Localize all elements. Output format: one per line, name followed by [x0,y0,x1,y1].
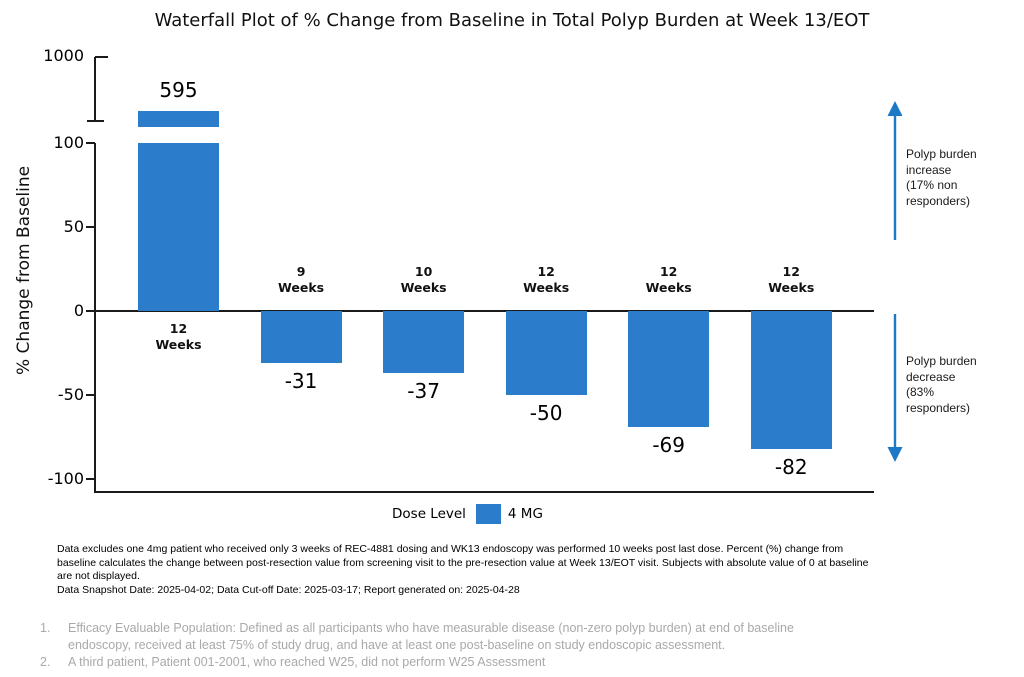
bar-week-label: 12 Weeks [768,264,815,295]
bar-week-label: 9 Weeks [278,264,325,295]
note-number: 1. [40,621,51,635]
chart-title: Waterfall Plot of % Change from Baseline… [154,10,870,31]
increase-annotation: Polyp burden increase (17% non responder… [906,147,977,208]
bar [628,311,710,427]
y-axis-spine [94,143,96,493]
decrease-arrow-icon [887,314,903,462]
note-number: 2. [40,655,51,669]
y-tick-mark [86,142,95,144]
bar [383,311,465,374]
bar-week-label: 12 Weeks [155,321,202,352]
legend-title: Dose Level [392,506,466,522]
y-axis-label: % Change from Baseline [14,165,34,375]
y-tick-label: -50 [57,385,84,404]
footnote-line: Data Snapshot Date: 2025-04-02; Data Cut… [57,583,520,596]
zero-line [94,310,874,312]
legend-item-label: 4 MG [507,506,543,522]
y-tick-label: 0 [73,301,84,320]
bar-value-label: -50 [529,401,563,425]
note-text: Efficacy Evaluable Population: Defined a… [68,621,794,652]
numbered-notes: 1. Efficacy Evaluable Population: Define… [40,620,860,671]
bar [750,311,832,449]
bar-segment-above-break [138,111,219,127]
y-tick-mark [86,310,95,312]
bar-week-label: 10 Weeks [400,264,447,295]
axis-break-bottom-cap [87,120,104,122]
axis-break-segment [94,57,96,122]
y-tick-label: 100 [53,133,84,152]
bar [505,311,587,395]
note-item: 1. Efficacy Evaluable Population: Define… [40,620,860,654]
bar-week-label: 12 Weeks [645,264,692,295]
y-tick-1000: 1000 [43,46,84,65]
legend: Dose Level 4 MG [392,504,543,524]
footnotes: Data excludes one 4mg patient who receiv… [57,543,957,597]
bar-value-label: -37 [407,379,440,404]
footnote-line: are not displayed. [57,570,140,582]
y-tick-label: -100 [47,469,84,488]
y-tick-mark [86,478,95,480]
x-axis-bottom-spine [94,491,874,493]
bar-value-label: -31 [284,369,318,394]
bar [138,143,219,311]
bar-value-label: 595 [159,78,198,102]
note-item: 2. A third patient, Patient 001-2001, wh… [40,654,860,671]
bar-week-label: 12 Weeks [523,264,570,295]
footnote-line: Data excludes one 4mg patient who receiv… [57,543,844,555]
footnote-line: baseline calculates the change between p… [57,556,869,569]
note-text: A third patient, Patient 001-2001, who r… [68,655,546,669]
y-tick-mark [86,226,95,228]
increase-arrow-icon [887,101,903,240]
decrease-annotation: Polyp burden decrease (83% responders) [906,354,977,415]
bar-value-label: -69 [652,432,686,457]
y-tick-mark [86,394,95,396]
y-tick-label: 50 [63,217,84,236]
bar [260,311,342,364]
axis-break-top-cap [95,56,108,58]
bar-value-label: -82 [774,454,808,479]
legend-swatch-4mg [475,504,501,524]
